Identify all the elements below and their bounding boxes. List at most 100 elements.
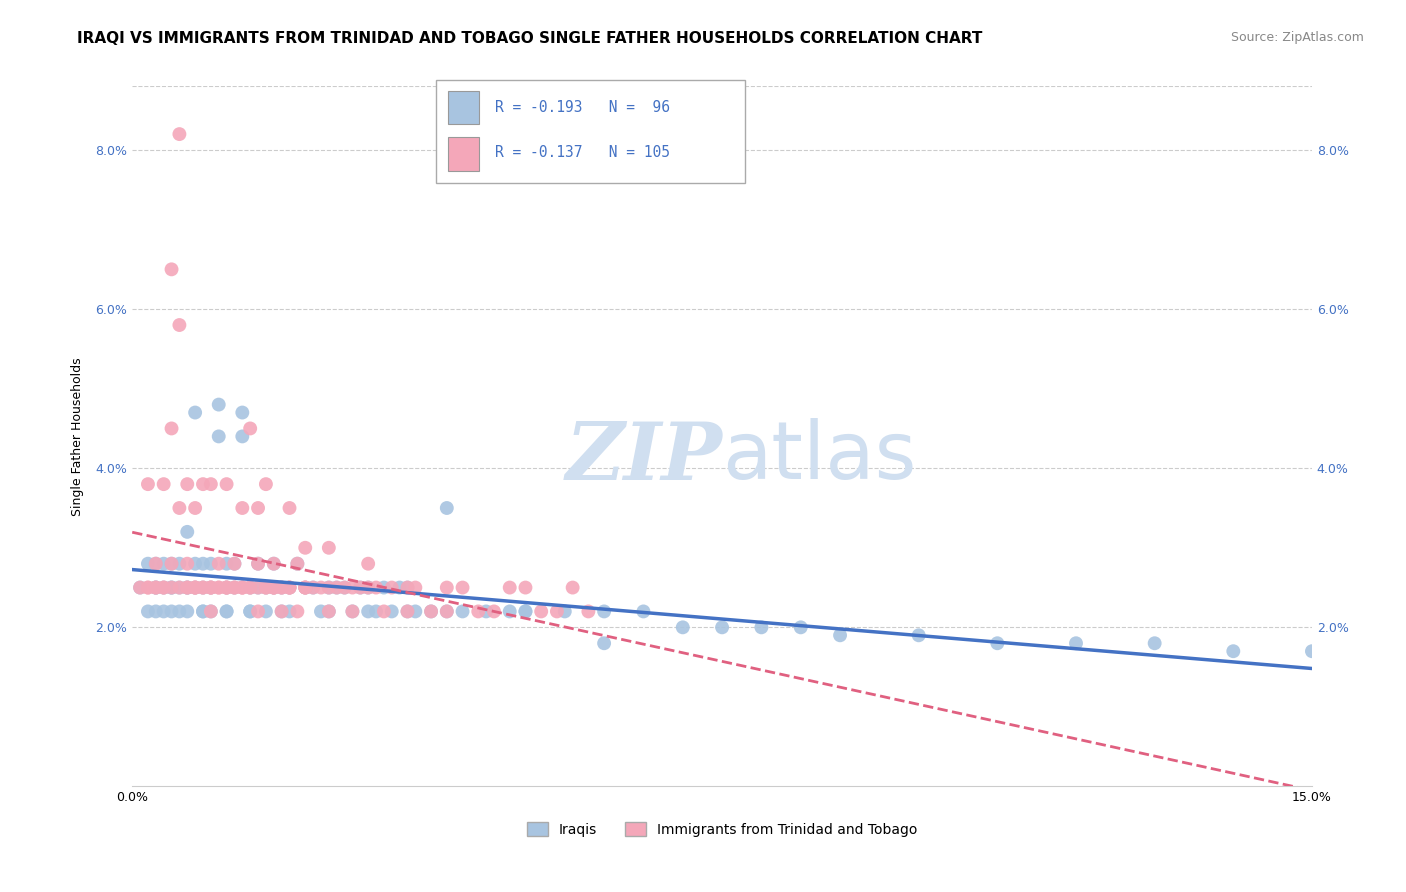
Point: [224, 581, 246, 595]
Point: [224, 581, 246, 595]
Text: Source: ZipAtlas.com: Source: ZipAtlas.com: [1230, 31, 1364, 45]
Point: [160, 581, 183, 595]
Point: [254, 581, 277, 595]
Point: [576, 604, 599, 618]
Point: [145, 581, 167, 595]
Point: [215, 604, 238, 618]
Point: [270, 581, 292, 595]
Point: [208, 398, 231, 412]
Point: [515, 604, 537, 618]
Point: [451, 581, 474, 595]
Point: [247, 557, 270, 571]
Point: [215, 581, 238, 595]
Point: [287, 604, 309, 618]
Point: [554, 604, 576, 618]
Point: [294, 581, 316, 595]
Point: [184, 581, 207, 595]
Point: [200, 581, 222, 595]
Point: [263, 557, 285, 571]
Point: [169, 127, 191, 141]
Point: [152, 581, 174, 595]
Point: [672, 620, 695, 634]
Point: [436, 501, 458, 516]
Point: [136, 581, 159, 595]
Point: [451, 604, 474, 618]
Point: [278, 501, 301, 516]
Point: [152, 581, 174, 595]
Point: [152, 604, 174, 618]
Point: [169, 557, 191, 571]
Point: [200, 581, 222, 595]
Point: [309, 604, 332, 618]
Bar: [449, 136, 479, 170]
Point: [278, 581, 301, 595]
Point: [254, 581, 277, 595]
Point: [499, 581, 522, 595]
Point: [152, 581, 174, 595]
Point: [436, 581, 458, 595]
Point: [420, 604, 443, 618]
Point: [239, 604, 262, 618]
Point: [357, 604, 380, 618]
Point: [247, 557, 270, 571]
Point: [482, 604, 505, 618]
Text: ZIP: ZIP: [565, 418, 723, 496]
Point: [176, 581, 198, 595]
Point: [318, 604, 340, 618]
Point: [404, 581, 426, 595]
Point: [254, 604, 277, 618]
Point: [184, 405, 207, 419]
Point: [208, 557, 231, 571]
Point: [711, 620, 734, 634]
Point: [593, 636, 616, 650]
Point: [436, 604, 458, 618]
Point: [215, 581, 238, 595]
Point: [184, 581, 207, 595]
Point: [278, 604, 301, 618]
Point: [420, 604, 443, 618]
Point: [263, 581, 285, 595]
Point: [342, 604, 364, 618]
Point: [160, 557, 183, 571]
Point: [160, 581, 183, 595]
Point: [467, 604, 489, 618]
Point: [129, 581, 152, 595]
Point: [152, 477, 174, 491]
Point: [231, 429, 253, 443]
Point: [191, 557, 214, 571]
Point: [294, 581, 316, 595]
Point: [247, 581, 270, 595]
Point: [1301, 644, 1323, 658]
Point: [215, 557, 238, 571]
Point: [239, 421, 262, 435]
Text: IRAQI VS IMMIGRANTS FROM TRINIDAD AND TOBAGO SINGLE FATHER HOUSEHOLDS CORRELATIO: IRAQI VS IMMIGRANTS FROM TRINIDAD AND TO…: [77, 31, 983, 46]
Point: [287, 557, 309, 571]
Point: [309, 581, 332, 595]
Point: [294, 581, 316, 595]
Point: [184, 581, 207, 595]
Point: [184, 501, 207, 516]
Point: [357, 581, 380, 595]
Point: [191, 581, 214, 595]
Point: [200, 581, 222, 595]
Point: [200, 581, 222, 595]
Point: [349, 581, 371, 595]
Point: [231, 581, 253, 595]
FancyBboxPatch shape: [436, 80, 745, 183]
Point: [342, 604, 364, 618]
Point: [191, 604, 214, 618]
Point: [136, 557, 159, 571]
Point: [270, 581, 292, 595]
Point: [176, 581, 198, 595]
Point: [200, 477, 222, 491]
Point: [254, 581, 277, 595]
Point: [318, 541, 340, 555]
Point: [342, 581, 364, 595]
Point: [145, 581, 167, 595]
Point: [475, 604, 498, 618]
Point: [404, 604, 426, 618]
Point: [373, 604, 395, 618]
Point: [318, 604, 340, 618]
Point: [396, 581, 419, 595]
Point: [530, 604, 553, 618]
